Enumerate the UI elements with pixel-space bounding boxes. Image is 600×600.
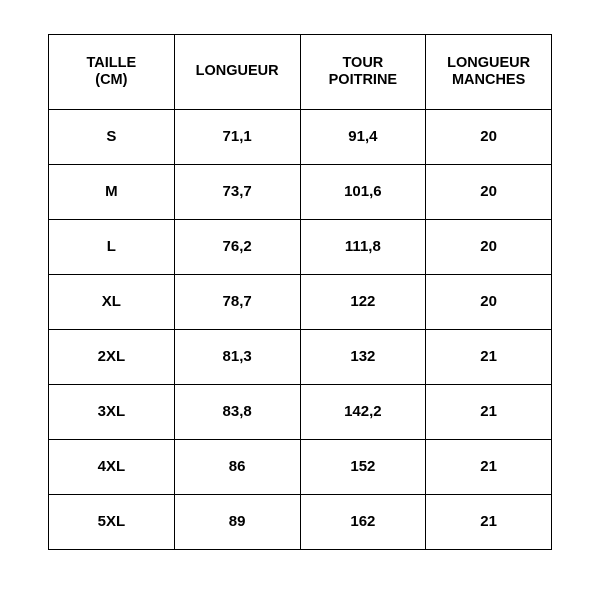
cell-longueur: 78,7 [174,275,300,330]
cell-tour: 122 [300,275,426,330]
table-body: S 71,1 91,4 20 M 73,7 101,6 20 L 76,2 11… [49,110,552,550]
cell-longueur: 81,3 [174,330,300,385]
cell-manches: 20 [426,110,552,165]
cell-tour: 162 [300,495,426,550]
table-row: 3XL 83,8 142,2 21 [49,385,552,440]
table-row: 4XL 86 152 21 [49,440,552,495]
table-row: M 73,7 101,6 20 [49,165,552,220]
cell-longueur: 73,7 [174,165,300,220]
cell-size: 3XL [49,385,175,440]
col-header-taille-line1: TAILLE [87,55,137,71]
col-header-longueur-manches: LONGUEUR MANCHES [426,35,552,110]
col-header-tour-poitrine: TOUR POITRINE [300,35,426,110]
cell-size: 5XL [49,495,175,550]
cell-manches: 21 [426,385,552,440]
size-chart-table: TAILLE (CM) LONGUEUR TOUR POITRINE LONGU… [48,34,552,550]
cell-longueur: 89 [174,495,300,550]
cell-manches: 21 [426,440,552,495]
cell-manches: 20 [426,165,552,220]
cell-tour: 101,6 [300,165,426,220]
cell-manches: 20 [426,220,552,275]
cell-tour: 91,4 [300,110,426,165]
col-header-tour-line2: POITRINE [329,72,397,88]
cell-tour: 152 [300,440,426,495]
cell-tour: 142,2 [300,385,426,440]
col-header-tour-line1: TOUR [342,55,383,71]
page-container: TAILLE (CM) LONGUEUR TOUR POITRINE LONGU… [0,0,600,600]
cell-size: M [49,165,175,220]
col-header-taille: TAILLE (CM) [49,35,175,110]
col-header-manches-line1: LONGUEUR [447,55,530,71]
cell-longueur: 83,8 [174,385,300,440]
table-row: S 71,1 91,4 20 [49,110,552,165]
table-row: XL 78,7 122 20 [49,275,552,330]
cell-manches: 21 [426,495,552,550]
table-row: L 76,2 111,8 20 [49,220,552,275]
table-header-row: TAILLE (CM) LONGUEUR TOUR POITRINE LONGU… [49,35,552,110]
cell-tour: 132 [300,330,426,385]
cell-size: S [49,110,175,165]
cell-longueur: 76,2 [174,220,300,275]
cell-size: XL [49,275,175,330]
cell-longueur: 71,1 [174,110,300,165]
cell-tour: 111,8 [300,220,426,275]
table-row: 5XL 89 162 21 [49,495,552,550]
col-header-taille-line2: (CM) [95,72,127,88]
table-header: TAILLE (CM) LONGUEUR TOUR POITRINE LONGU… [49,35,552,110]
cell-manches: 20 [426,275,552,330]
table-row: 2XL 81,3 132 21 [49,330,552,385]
cell-size: 2XL [49,330,175,385]
cell-longueur: 86 [174,440,300,495]
cell-size: 4XL [49,440,175,495]
col-header-manches-line2: MANCHES [452,72,525,88]
col-header-longueur-line1: LONGUEUR [196,63,279,79]
col-header-longueur: LONGUEUR [174,35,300,110]
cell-size: L [49,220,175,275]
cell-manches: 21 [426,330,552,385]
